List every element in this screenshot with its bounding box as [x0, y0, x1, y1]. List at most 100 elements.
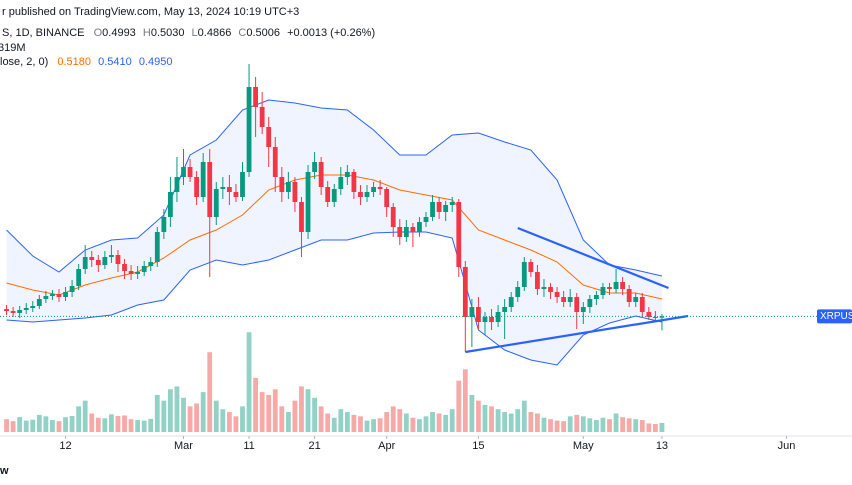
candle-body [207, 162, 213, 217]
x-tick-label: 21 [308, 440, 320, 452]
symbol: S, 1D, BINANCE [2, 27, 85, 39]
candle-body [587, 299, 593, 307]
candle-body [456, 202, 462, 267]
candle-body [344, 172, 350, 177]
candle-body [646, 312, 652, 317]
volume-bar [384, 412, 390, 432]
candle-body [148, 262, 154, 266]
band-middle [6, 174, 663, 300]
change: +0.0013 (+0.26%) [287, 27, 375, 39]
candle-body [423, 217, 429, 222]
volume-bar [410, 417, 416, 432]
volume-bar [174, 386, 180, 432]
candle-body [325, 187, 331, 202]
candle-body [23, 308, 29, 310]
volume-bar [266, 394, 272, 432]
volume-bar [561, 421, 567, 432]
candle-body [567, 297, 573, 302]
candle-body [305, 172, 311, 232]
candle-body [220, 187, 226, 189]
candle-body [194, 177, 200, 197]
volume-bar [515, 409, 521, 432]
candle-body [489, 317, 494, 322]
candle-body [443, 205, 449, 212]
volume-bar [148, 418, 154, 432]
candle-body [233, 192, 239, 197]
candle-body [4, 309, 9, 311]
candle-body [364, 192, 370, 197]
volume-bar [141, 420, 147, 432]
x-tick-label: 15 [472, 440, 484, 452]
candle-body [417, 222, 422, 232]
candle-body [561, 297, 567, 302]
volume-bar [633, 419, 639, 432]
candle-body [174, 177, 180, 192]
volume-bar [397, 409, 403, 432]
x-tick-label: 11 [243, 440, 254, 452]
candle-body [76, 269, 82, 286]
candle-body [63, 292, 68, 297]
candle-body [299, 202, 304, 232]
volume-bar [135, 420, 141, 432]
trendline [517, 226, 669, 290]
volume-bar [489, 406, 494, 432]
x-tick-label: 12 [59, 440, 71, 452]
volume-bar [430, 412, 435, 432]
volume-bar [436, 413, 442, 432]
symbol-line: S, 1D, BINANCE O0.4993 H0.5030 L0.4866 C… [2, 27, 375, 39]
volume-bar [194, 403, 200, 432]
volume-bar [443, 414, 449, 432]
candle-body [639, 297, 645, 312]
volume-bar [325, 413, 331, 432]
volume-bar [423, 416, 429, 432]
candle-body [259, 107, 265, 127]
candle-body [285, 182, 291, 192]
volume-bar [10, 421, 16, 432]
volume-bar [594, 420, 599, 432]
candle-body [36, 299, 42, 306]
candle-body [397, 227, 403, 237]
candle-body [390, 207, 396, 227]
volume-bar [233, 416, 239, 432]
candle-body [213, 189, 219, 217]
candle-body [122, 264, 127, 271]
candle-body [371, 187, 376, 192]
candle-body [607, 287, 612, 289]
candle-body [600, 287, 606, 295]
volume-bar [285, 412, 291, 432]
volume-bar [213, 400, 219, 432]
ohlc-label: C [238, 27, 246, 39]
candle-body [128, 271, 134, 274]
volume-value: 319M [0, 42, 26, 54]
volume-bar [305, 389, 311, 432]
x-tick-label: Mar [174, 440, 193, 452]
candle-body [312, 162, 317, 172]
candle-body [82, 257, 88, 269]
candle-body [318, 162, 324, 187]
candle-body [626, 289, 632, 302]
band-upper [6, 99, 663, 277]
price-tag-label: XRPUSD [820, 311, 852, 322]
volume-bar [639, 420, 645, 432]
candle-body [30, 306, 36, 308]
candle-body [338, 177, 344, 189]
candle-body [403, 227, 409, 237]
volume-bar [50, 420, 55, 432]
volume-bar [292, 400, 298, 432]
band-lower [6, 231, 663, 366]
volume-bar [567, 416, 573, 432]
volume-bar [36, 414, 42, 432]
volume-bar [607, 419, 612, 432]
volume-bar [312, 397, 317, 432]
volume-bar [364, 420, 370, 432]
ohlc-label: H [143, 27, 151, 39]
candle-body [154, 232, 160, 262]
band-fill [6, 100, 662, 365]
volume-bar [299, 386, 304, 432]
trendline [465, 314, 689, 354]
candle-body [240, 172, 245, 197]
volume-bar [613, 413, 619, 432]
candle-body [292, 182, 298, 202]
volume-bar [646, 423, 652, 432]
candle-body [279, 177, 285, 192]
